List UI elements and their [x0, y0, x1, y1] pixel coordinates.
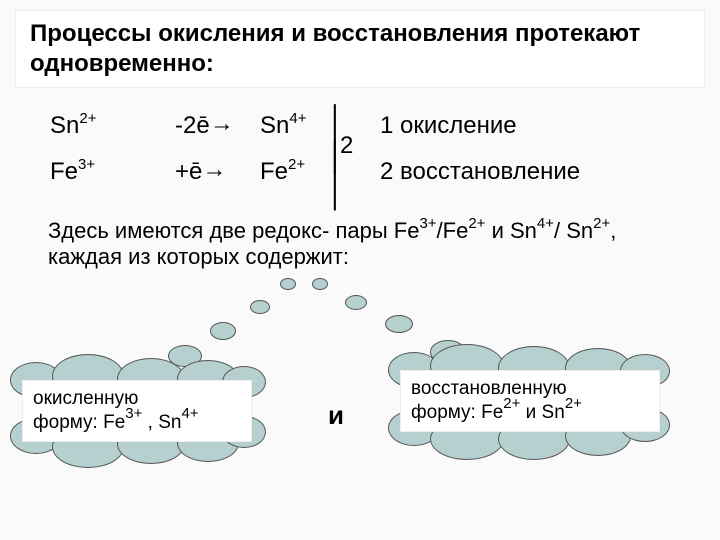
label-1: 1 окисление [380, 112, 517, 140]
thought-bubble [312, 278, 328, 290]
reactant-2: Fe3+ [50, 158, 95, 186]
thought-bubble [210, 322, 236, 340]
electrons-2: +ē→ [175, 158, 226, 186]
description: Здесь имеются две редокс- пары Fe3+/Fe2+… [48, 218, 688, 270]
conjunction: и [328, 400, 344, 431]
cloud-oxidized: окисленную форму: Fe3+ , Sn4+ [22, 380, 252, 442]
product-2: Fe2+ [260, 158, 305, 186]
electrons-1: -2ē→ [175, 112, 234, 140]
thought-bubble [345, 295, 367, 310]
coefficient: 2 [340, 132, 353, 160]
reactant-1: Sn2+ [50, 112, 96, 140]
thought-bubble [385, 315, 413, 333]
thought-bubble [250, 300, 270, 314]
thought-bubble [280, 278, 296, 290]
title: Процессы окисления и восстановления прот… [15, 10, 705, 88]
label-2: 2 восстановление [380, 158, 580, 186]
product-1: Sn4+ [260, 112, 306, 140]
cloud-reduced: восстановленную форму: Fe2+ и Sn2+ [400, 370, 660, 432]
